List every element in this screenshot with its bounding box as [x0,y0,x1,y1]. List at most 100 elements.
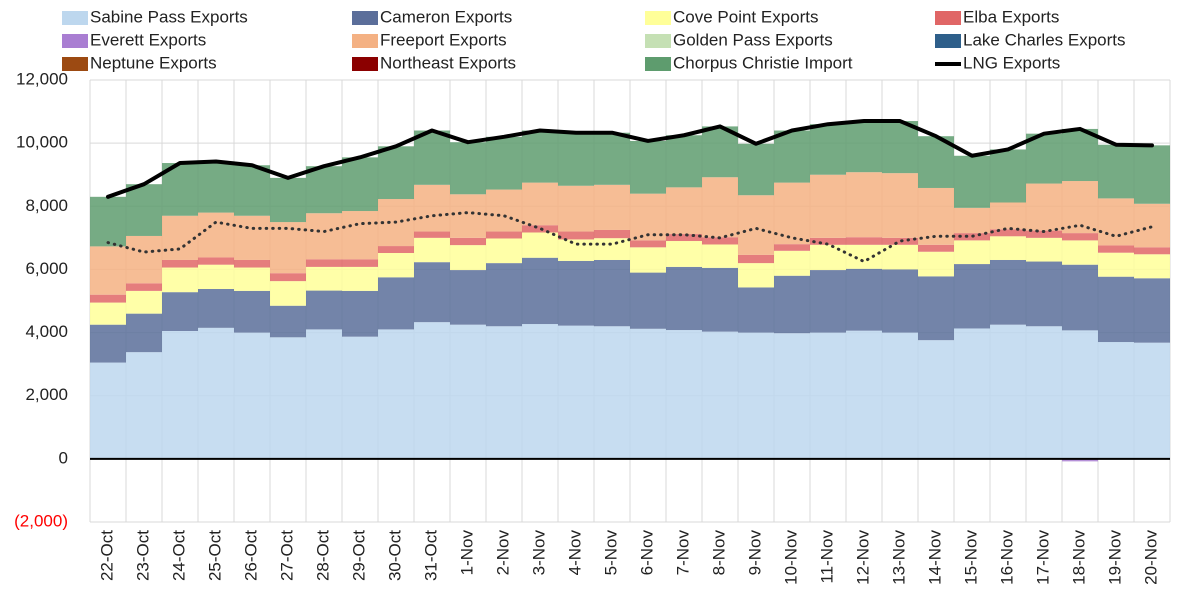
x-tick-label: 2-Nov [493,530,512,576]
x-tick-label: 11-Nov [817,530,836,584]
legend-swatch [352,34,378,48]
bar-segment [990,236,1026,260]
bar-segment [882,237,918,245]
bar-segment [990,149,1026,203]
bar-segment [198,257,234,265]
bar-segment [882,121,918,174]
bar-segment [486,263,522,327]
x-tick-label: 5-Nov [601,530,620,576]
bar-segment [558,185,594,232]
bar-segment [774,182,810,245]
bar-segment [342,336,378,459]
legend-label: Freeport Exports [380,30,507,49]
bar-segment [1098,198,1134,246]
bar-segment [882,173,918,238]
bar-segment [306,213,342,260]
x-tick-label: 26-Oct [241,530,260,581]
bar-segment [630,247,666,273]
bar-segment [270,177,306,223]
bar-segment [1134,247,1170,255]
bar-segment [342,259,378,267]
bar-segment [522,182,558,226]
x-tick-label: 9-Nov [745,530,764,576]
x-tick-label: 10-Nov [781,530,800,585]
bar-segment [90,362,126,459]
bar-segment [126,313,162,353]
bar-segment [774,250,810,276]
legend-swatch [645,34,671,48]
bar-segment [774,275,810,334]
y-tick-label: (2,000) [14,511,68,530]
bar-segment [90,294,126,303]
bar-segment [594,229,630,239]
bar-segment [486,189,522,232]
bar-segment [810,124,846,175]
bar-segment [198,289,234,328]
x-tick-label: 7-Nov [673,530,692,576]
x-tick-label: 19-Nov [1105,530,1124,585]
x-tick-label: 4-Nov [565,530,584,576]
bar-segment [1026,261,1062,327]
x-tick-label: 14-Nov [925,530,944,585]
bar-segment [702,244,738,268]
x-tick-label: 3-Nov [529,530,548,576]
bar-segment [522,324,558,459]
bar-segment [90,196,126,247]
legend-label: Chorpus Christie Import [673,53,853,72]
bar-segment [702,237,738,245]
bar-segment [270,337,306,459]
bar-segment [198,212,234,258]
bar-segment [378,277,414,330]
legend-swatch [935,11,961,25]
line-series [106,211,1154,264]
legend-swatch [645,57,671,71]
bar-segment [846,244,882,269]
bar-segment [594,238,630,260]
bar-segment [882,244,918,270]
bar-segment [666,234,702,242]
bar-segment [1062,264,1098,331]
bar-segment [162,259,198,268]
bar-segment [1026,183,1062,231]
bar-segment [990,259,1026,325]
bar-segment [774,333,810,459]
y-tick-label: 4,000 [25,322,68,341]
bar-segment [342,211,378,260]
bar-segment [558,260,594,326]
bar-segment [198,161,234,213]
x-tick-label: 16-Nov [997,530,1016,585]
bar-segment [990,202,1026,230]
bar-segment [630,193,666,241]
bar-segment [738,263,774,288]
bar-segment [1062,330,1098,459]
bar-segment [90,324,126,363]
legend-label: Cove Point Exports [673,7,819,26]
bar-segment [630,272,666,329]
bar-segment [558,325,594,459]
bar-segment [918,276,954,341]
bar-segment [162,215,198,260]
bar-segment [522,225,558,233]
bar-segment [270,273,306,282]
bar-segment [882,332,918,459]
bar-segment [1062,181,1098,234]
bar-segment [486,238,522,264]
bar-segment [306,329,342,459]
bar-segment [666,330,702,459]
bar-segment [666,135,702,188]
bar-segment [1098,144,1134,199]
bar-segment [414,231,450,238]
bar-segment [522,130,558,183]
bar-segment [954,264,990,329]
x-tick-label: 28-Oct [313,530,332,581]
bar-segment [630,328,666,459]
bar-segment [918,340,954,459]
y-tick-label: 0 [59,448,68,467]
bar-segment [1026,326,1062,459]
bar-segment [954,328,990,459]
bar-segment [1134,203,1170,248]
bar-segment [1026,230,1062,238]
bar-segment [846,172,882,238]
x-tick-label: 17-Nov [1033,530,1052,585]
y-tick-label: 6,000 [25,259,68,278]
